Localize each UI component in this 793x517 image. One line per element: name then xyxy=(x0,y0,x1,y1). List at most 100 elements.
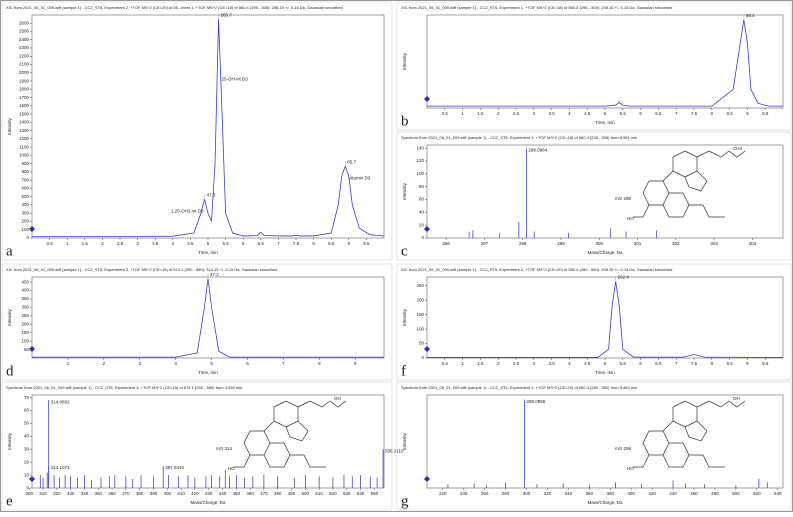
y-tick-label: 0 xyxy=(421,235,424,240)
x-tick-label: 0.5 xyxy=(46,241,53,246)
x-tick-label: 5 xyxy=(207,241,210,246)
x-tick-label: 530 xyxy=(343,491,351,496)
x-tick-label: 9.5 xyxy=(363,241,370,246)
panel-title: XIC from 2021_06_01_009.wiff (sample 1) … xyxy=(401,5,672,10)
x-tick-label: 4 xyxy=(174,361,177,366)
x-tick-label: 300 xyxy=(25,491,33,496)
x-axis-label: Mass/Charge, Da xyxy=(190,500,226,505)
peak-label: 298.0964 xyxy=(528,147,547,152)
panel-frame xyxy=(1,381,393,511)
y-tick-label: 350 xyxy=(21,296,29,301)
y-tick-label: 1600 xyxy=(19,103,30,108)
y-tick-label: 100 xyxy=(21,227,29,232)
y-tick-label: 800 xyxy=(21,169,29,174)
x-tick-label: 298 xyxy=(519,241,527,246)
plot-area xyxy=(31,14,385,239)
y-axis-label: Intensity xyxy=(402,308,407,326)
panel-title: Spectrum from 2021_06_01_009.wiff (sampl… xyxy=(6,385,242,390)
y-tick-label: 20 xyxy=(24,459,30,464)
x-tick-label: 510 xyxy=(315,491,323,496)
x-tick-label: 7 xyxy=(675,361,678,366)
y-tick-label: 1100 xyxy=(19,144,29,149)
x-tick-label: 9.5 xyxy=(762,361,769,366)
y-tick-label: 250 xyxy=(21,313,29,318)
y-tick-label: 20 xyxy=(419,222,425,227)
plot-area xyxy=(426,14,784,109)
peak-label: 262.4 xyxy=(618,275,630,280)
origin-marker xyxy=(424,346,430,352)
x-tick-label: 1 xyxy=(461,361,464,366)
x-tick-label: 5.5 xyxy=(620,111,627,116)
x-tick-label: 0.5 xyxy=(442,361,449,366)
structure-label: HO xyxy=(627,466,634,471)
x-tick-label: 2.5 xyxy=(513,361,520,366)
y-tick-label: 80 xyxy=(419,184,425,189)
structure-label: m/z 298 xyxy=(615,446,632,451)
x-tick-label: 320 xyxy=(53,491,61,496)
x-tick-label: 7 xyxy=(675,111,678,116)
x-tick-label: 450 xyxy=(233,491,241,496)
panel-frame xyxy=(396,131,792,261)
peak-label: 47.2 xyxy=(210,272,219,277)
x-tick-label: 490 xyxy=(288,491,296,496)
panel-letter: e xyxy=(6,493,13,509)
x-tick-label: 3 xyxy=(533,111,536,116)
x-tick-label: 380 xyxy=(606,491,614,496)
x-tick-label: 6 xyxy=(639,111,642,116)
x-axis-label: Mass/Charge, Da xyxy=(587,500,623,505)
x-axis-label: Time, min xyxy=(198,250,218,255)
y-tick-label: 900 xyxy=(21,161,29,166)
x-tick-label: 2 xyxy=(101,241,104,246)
x-tick-label: 7.5 xyxy=(691,111,698,116)
x-tick-label: 6 xyxy=(639,361,642,366)
x-tick-label: 8.5 xyxy=(726,111,733,116)
origin-marker xyxy=(424,476,430,482)
structure-label: HO xyxy=(228,466,235,471)
y-tick-label: 150 xyxy=(21,330,29,335)
y-tick-label: 50 xyxy=(24,347,30,352)
y-tick-label: 2100 xyxy=(19,62,30,67)
x-tick-label: 5.5 xyxy=(222,241,229,246)
y-tick-label: 100 xyxy=(416,171,424,176)
x-tick-label: 360 xyxy=(586,491,594,496)
x-tick-label: 2 xyxy=(497,361,500,366)
panel-letter: c xyxy=(401,243,408,259)
y-tick-label: 1900 xyxy=(19,78,30,83)
x-tick-label: 4 xyxy=(172,241,175,246)
x-tick-label: 280 xyxy=(502,491,510,496)
x-tick-label: 520 xyxy=(329,491,337,496)
y-axis-label: Intensity xyxy=(7,308,12,326)
x-tick-label: 7.5 xyxy=(293,241,300,246)
y-tick-label: 2600 xyxy=(19,20,30,25)
x-tick-label: 5.5 xyxy=(620,361,627,366)
y-tick-label: 2200 xyxy=(19,53,30,58)
peak-label: 298.0955 xyxy=(526,399,545,404)
y-tick-label: 50 xyxy=(419,341,425,346)
x-tick-label: 4.5 xyxy=(584,361,591,366)
y-tick-label: 60 xyxy=(419,197,425,202)
y-tick-label: 1200 xyxy=(19,136,30,141)
x-axis-label: Time, min xyxy=(595,120,615,125)
panel-letter: g xyxy=(401,493,409,509)
y-tick-label: 40 xyxy=(24,434,30,439)
x-tick-label: 5 xyxy=(210,361,213,366)
y-axis-label: Intensity xyxy=(402,182,407,200)
x-tick-label: 304 xyxy=(749,241,757,246)
plot-area xyxy=(426,276,784,359)
panel-frame xyxy=(396,381,792,511)
structure-label: CH3 xyxy=(733,146,742,151)
y-tick-label: 1400 xyxy=(19,120,30,125)
x-tick-label: 420 xyxy=(648,491,656,496)
panel-frame xyxy=(1,1,393,261)
trace xyxy=(32,278,384,358)
origin-marker xyxy=(29,226,35,232)
x-axis-label: Time, min xyxy=(595,370,615,375)
x-tick-label: 1.5 xyxy=(477,111,484,116)
x-tick-label: 420 xyxy=(191,491,199,496)
y-tick-label: 200 xyxy=(21,219,29,224)
x-tick-label: 370 xyxy=(122,491,130,496)
structure-label: m/z 298 xyxy=(615,196,632,201)
structure xyxy=(233,400,347,468)
x-tick-label: 8 xyxy=(711,361,714,366)
panel-letter: a xyxy=(6,243,13,259)
